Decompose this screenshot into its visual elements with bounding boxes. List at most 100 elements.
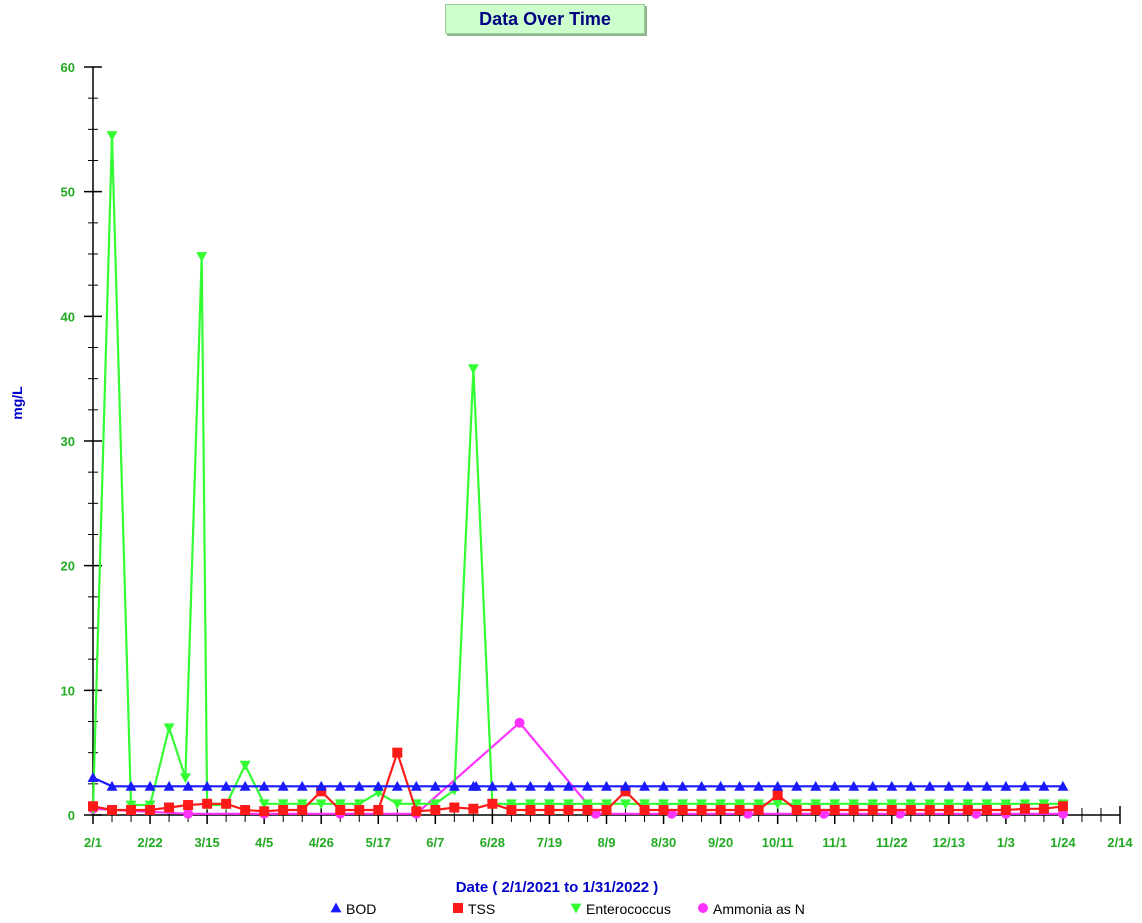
data-point-tss	[886, 805, 897, 816]
x-tick-label: 11/1	[822, 835, 847, 850]
data-point-bod	[715, 780, 727, 791]
data-point-tss	[164, 802, 175, 813]
data-point-tss	[259, 806, 270, 817]
data-point-tss	[354, 805, 365, 816]
data-point-tss	[468, 803, 479, 814]
data-point-enterococcus	[639, 799, 651, 810]
x-tick-label: 3/15	[194, 835, 219, 850]
data-point-tss	[278, 805, 289, 816]
data-point-enterococcus	[106, 131, 118, 142]
y-tick-label: 40	[61, 309, 75, 324]
legend-marker-ammonia-as-n	[698, 903, 708, 913]
data-point-tss	[373, 805, 384, 816]
data-point-tss	[202, 798, 213, 809]
data-point-tss	[791, 805, 802, 816]
data-point-enterococcus	[772, 799, 784, 810]
data-point-tss	[430, 805, 441, 816]
data-point-tss	[487, 798, 498, 809]
data-point-bod	[144, 780, 156, 791]
data-point-bod	[258, 780, 270, 791]
data-point-tss	[658, 805, 669, 816]
data-point-tss	[1000, 805, 1011, 816]
data-point-bod	[943, 780, 955, 791]
axes: 0 10 20 30 40 50 60 2/1 2/22 3/15 4/5 4/26 5/17 6/7 6/…	[61, 60, 1134, 850]
data-point-tss	[183, 800, 194, 811]
legend: BOD TSS Enterococcus Ammonia as N	[330, 901, 805, 917]
data-point-enterococcus	[277, 799, 289, 810]
data-point-tss	[810, 805, 821, 816]
data-point-ammonia-as-n	[742, 808, 753, 819]
legend-label-bod: BOD	[346, 901, 376, 917]
data-point-bod	[391, 780, 403, 791]
data-point-bod	[734, 780, 746, 791]
data-point-tss	[620, 786, 631, 797]
data-point-bod	[429, 780, 441, 791]
data-point-tss	[943, 805, 954, 816]
data-point-bod	[791, 780, 803, 791]
data-point-tss	[829, 805, 840, 816]
data-point-tss	[145, 805, 156, 816]
x-tick-label: 4/5	[255, 835, 273, 850]
data-point-enterococcus	[886, 799, 898, 810]
data-point-enterococcus	[677, 799, 689, 810]
data-point-tss	[905, 805, 916, 816]
x-tick-label: 4/26	[309, 835, 334, 850]
series-line-enterococcus	[91, 134, 1063, 809]
legend-marker-enterococcus	[570, 903, 582, 914]
x-tick-label: 2/22	[137, 835, 162, 850]
data-point-bod	[470, 780, 482, 791]
data-point-bod	[353, 780, 365, 791]
data-point-enterococcus	[905, 799, 917, 810]
data-point-tss	[449, 802, 460, 813]
data-point-tss	[1057, 801, 1068, 812]
data-point-bod	[581, 780, 593, 791]
data-point-enterococcus	[163, 723, 175, 734]
data-point-tss	[525, 805, 536, 816]
x-axis-title: Date ( 2/1/2021 to 1/31/2022 )	[456, 879, 659, 896]
data-point-enterococcus	[562, 799, 574, 810]
data-point-enterococcus	[696, 799, 708, 810]
data-point-enterococcus	[943, 799, 955, 810]
data-point-bod	[1019, 780, 1031, 791]
data-point-tss	[696, 805, 707, 816]
data-point-tss	[734, 805, 745, 816]
data-point-tss	[715, 805, 726, 816]
x-tick-label: 1/3	[997, 835, 1015, 850]
data-point-bod	[848, 780, 860, 791]
legend-label-tss: TSS	[468, 901, 495, 917]
data-point-bod	[620, 780, 632, 791]
data-point-bod	[182, 780, 194, 791]
data-point-bod	[448, 780, 460, 791]
data-point-tss	[335, 805, 346, 816]
data-point-enterococcus	[543, 799, 555, 810]
data-point-enterococcus	[429, 799, 441, 810]
data-point-bod	[334, 780, 346, 791]
data-point-enterococcus	[467, 364, 479, 375]
series-line-tss	[92, 751, 1064, 813]
data-point-bod	[601, 780, 612, 791]
data-point-enterococcus	[981, 799, 993, 810]
legend-marker-tss	[453, 903, 463, 913]
data-point-enterococcus	[924, 799, 936, 810]
data-point-bod	[106, 780, 118, 791]
data-point-enterococcus	[505, 799, 517, 810]
data-point-tss	[107, 805, 118, 816]
x-tick-label: 11/22	[876, 835, 908, 850]
data-point-ammonia-as-n	[971, 808, 982, 819]
data-point-tss	[772, 790, 783, 801]
data-point-tss	[316, 786, 327, 797]
data-point-bod	[163, 780, 175, 791]
data-point-bod	[905, 780, 917, 791]
data-point-enterococcus	[334, 799, 346, 810]
data-point-enterococcus	[524, 799, 536, 810]
y-tick-label: 0	[68, 808, 75, 823]
data-point-enterococcus	[962, 799, 974, 810]
data-point-bod	[1000, 780, 1012, 791]
data-point-bod	[981, 780, 993, 791]
x-tick-label: 8/30	[651, 835, 676, 850]
legend-label-enterococcus: Enterococcus	[586, 901, 671, 917]
x-tick-label: 5/17	[366, 835, 391, 850]
data-point-enterococcus	[810, 799, 822, 810]
data-point-enterococcus	[296, 799, 308, 810]
